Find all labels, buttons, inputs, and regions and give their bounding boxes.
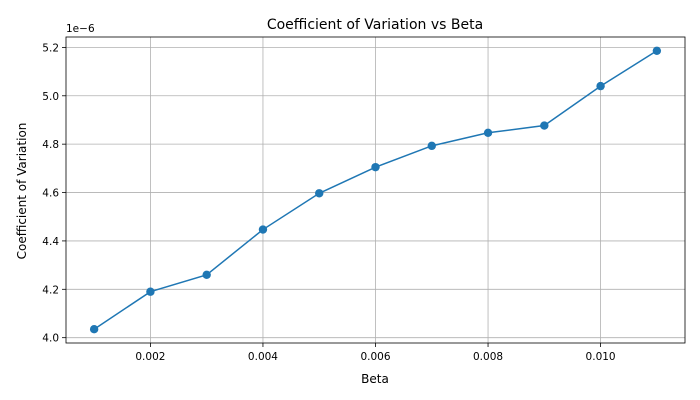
x-tick-label: 0.010: [586, 351, 616, 363]
x-tick-label: 0.006: [360, 351, 390, 363]
x-tick-label: 0.004: [248, 351, 278, 363]
y-axis-label: Coefficient of Variation: [15, 123, 29, 260]
data-point: [89, 325, 99, 334]
grid: [66, 37, 685, 343]
y-tick-label: 4.4: [42, 236, 59, 248]
data-point: [146, 287, 155, 296]
data-point: [258, 225, 268, 234]
y-tick-label: 4.6: [42, 188, 59, 200]
y-tick-label: 4.2: [42, 284, 59, 296]
y-tick-label: 4.8: [42, 139, 59, 151]
data-point: [540, 121, 549, 130]
data-point: [652, 46, 662, 55]
ticks: 0.002 0.004 0.006 0.008 0.010 4.0 4.2 4.4 4.6 4.8…: [42, 42, 615, 363]
data-point: [427, 141, 436, 151]
data-point: [202, 270, 211, 279]
data-point: [315, 189, 324, 198]
y-tick-label: 5.2: [42, 42, 59, 54]
series-layer: [89, 46, 662, 334]
y-offset-label: 1e−6: [66, 23, 95, 35]
chart-title: Coefficient of Variation vs Beta: [267, 17, 483, 33]
y-tick-label: 5.0: [42, 91, 59, 103]
x-axis-label: Beta: [361, 372, 389, 386]
data-point: [483, 128, 493, 137]
y-tick-label: 4.0: [42, 333, 59, 345]
x-tick-label: 0.008: [473, 351, 503, 363]
data-point: [596, 81, 605, 91]
x-tick-label: 0.002: [135, 351, 165, 363]
data-point: [371, 162, 380, 172]
